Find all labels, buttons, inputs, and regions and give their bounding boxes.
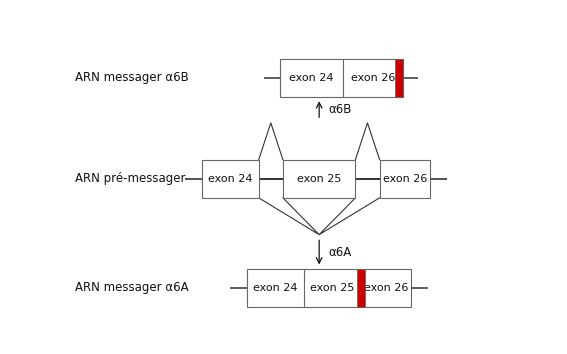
Text: exon 26: exon 26 (351, 73, 395, 83)
Bar (283, 160, 356, 198)
Text: exon 24: exon 24 (289, 73, 334, 83)
Text: ARN messager α6A: ARN messager α6A (75, 281, 189, 294)
Bar (395, 59, 403, 97)
Bar (379, 160, 430, 198)
Text: α6B: α6B (328, 103, 352, 116)
Text: ARN pré-messager: ARN pré-messager (75, 172, 186, 185)
Bar (247, 269, 412, 307)
Bar (357, 269, 365, 307)
Text: exon 24: exon 24 (208, 174, 252, 184)
Text: exon 25: exon 25 (310, 283, 354, 293)
Bar (280, 59, 403, 97)
Text: α6A: α6A (328, 246, 351, 259)
Text: exon 26: exon 26 (383, 174, 427, 184)
Text: ARN messager α6B: ARN messager α6B (75, 72, 189, 84)
Text: exon 25: exon 25 (297, 174, 341, 184)
Bar (202, 160, 259, 198)
Text: exon 24: exon 24 (253, 283, 298, 293)
Text: exon 26: exon 26 (364, 283, 408, 293)
